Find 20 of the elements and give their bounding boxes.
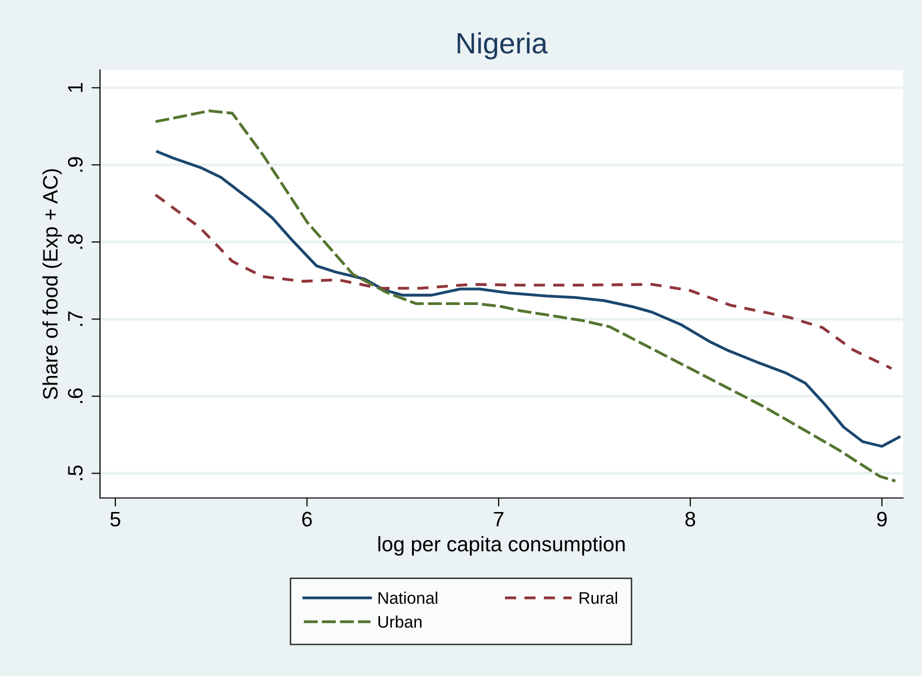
chart-title: Nigeria (458, 32, 548, 60)
line-series (154, 109, 897, 482)
x-tick-label: 8 (685, 512, 696, 526)
y-tick-label: 1 (68, 82, 82, 92)
y-tick-label: .7 (68, 311, 82, 326)
line-series (156, 150, 901, 448)
x-axis-title: log per capita consumption (378, 536, 625, 556)
x-tick-label: 5 (110, 512, 120, 526)
x-tick-label: 7 (494, 512, 504, 526)
y-tick-label: .8 (68, 234, 83, 249)
line-series (154, 194, 893, 370)
legend-label: Urban (378, 616, 422, 628)
legend-label: National (378, 592, 438, 604)
legend-label: Rural (580, 592, 618, 604)
y-axis-title: Share of food (Exp + AC) (42, 169, 62, 400)
y-tick-label: .6 (68, 388, 83, 403)
x-tick-label: 9 (877, 512, 887, 526)
y-tick-label: .9 (68, 157, 83, 172)
y-tick-label: .5 (68, 466, 83, 480)
x-tick-label: 6 (302, 512, 312, 526)
